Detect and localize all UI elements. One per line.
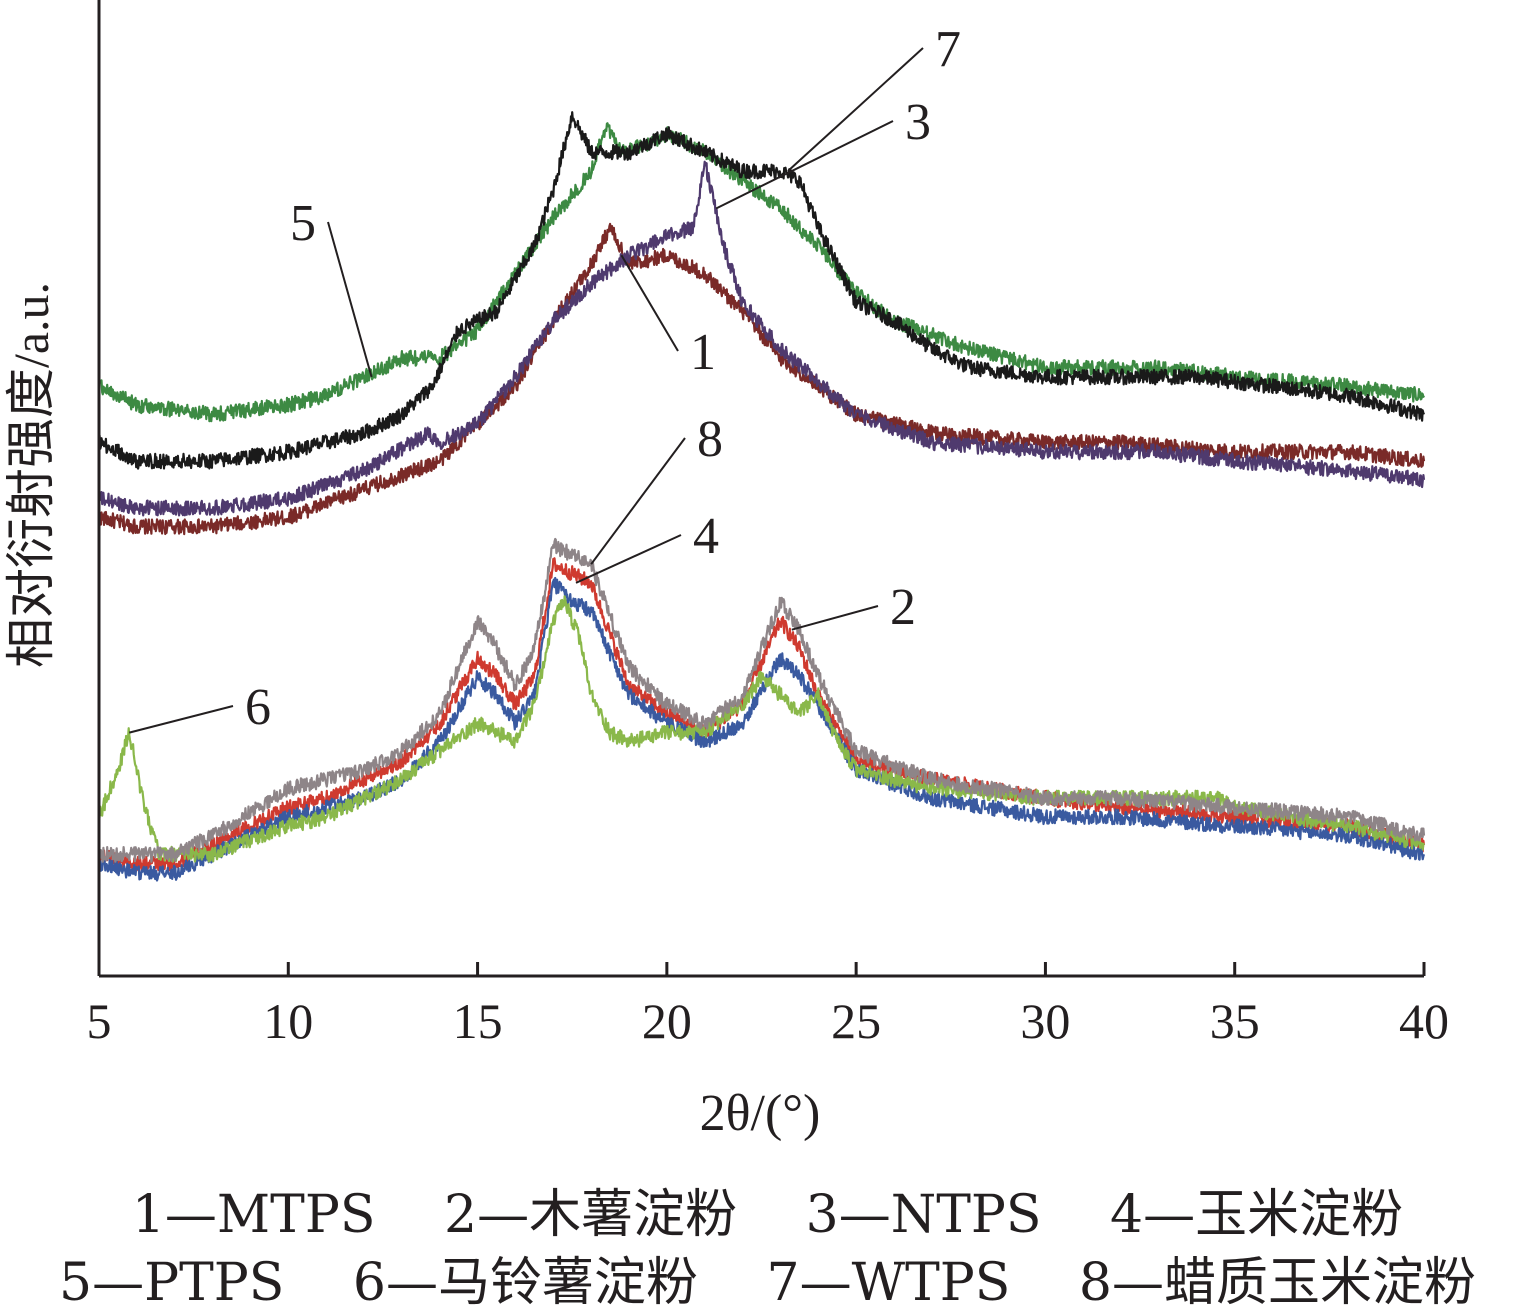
series-line-2 xyxy=(97,557,1426,872)
x-tick-label: 40 xyxy=(1399,993,1449,1049)
callout-layer: 1 2 3 4 5 6 7 8 xyxy=(129,21,961,736)
series-line-6 xyxy=(97,595,1425,863)
callout-line-4 xyxy=(575,534,682,584)
legend-item-6: 6—马铃薯淀粉 xyxy=(352,1253,698,1313)
legend-item-8: 8—蜡质玉米淀粉 xyxy=(1078,1253,1476,1313)
x-tick-label: 15 xyxy=(453,993,503,1049)
callout-label-7: 7 xyxy=(935,21,961,78)
callout-label-3: 3 xyxy=(905,94,931,151)
callout-line-6 xyxy=(129,705,234,734)
callout-line-8 xyxy=(590,437,686,565)
callout-line-5 xyxy=(327,221,373,378)
callout-line-7 xyxy=(787,47,924,172)
legend-row-1: 1—MTPS 2—木薯淀粉 3—NTPS 4—玉米淀粉 xyxy=(0,1172,1535,1247)
x-axis-label: 2θ/(°) xyxy=(700,1085,821,1142)
x-tick-label: 30 xyxy=(1020,993,1070,1049)
callout-label-2: 2 xyxy=(890,579,916,636)
series-layer xyxy=(97,111,1426,882)
callout-label-6: 6 xyxy=(245,679,271,736)
legend-item-1: 1—MTPS xyxy=(131,1185,376,1245)
callout-label-1: 1 xyxy=(690,324,716,381)
axes-layer xyxy=(97,0,1424,978)
legend-item-7: 7—WTPS xyxy=(766,1253,1011,1313)
x-tick-label: 20 xyxy=(642,993,692,1049)
legend-item-3: 3—NTPS xyxy=(805,1185,1042,1245)
series-line-4 xyxy=(97,576,1426,882)
legend-item-4: 4—玉米淀粉 xyxy=(1110,1185,1404,1245)
legend-item-5: 5—PTPS xyxy=(59,1253,285,1313)
x-tick-label: 10 xyxy=(263,993,313,1049)
callout-line-1 xyxy=(620,254,679,352)
legend-row-2: 5—PTPS 6—马铃薯淀粉 7—WTPS 8—蜡质玉米淀粉 xyxy=(0,1240,1535,1315)
callout-label-5: 5 xyxy=(290,195,316,252)
x-tick-label: 35 xyxy=(1210,993,1260,1049)
series-line-3 xyxy=(97,160,1426,517)
callout-label-8: 8 xyxy=(697,411,723,468)
callout-line-2 xyxy=(791,605,879,631)
callout-label-4: 4 xyxy=(693,508,719,565)
x-tick-label: 5 xyxy=(87,993,112,1049)
tick-layer: 5 10 15 20 25 30 35 40 xyxy=(87,962,1449,1049)
legend-item-2: 2—木薯淀粉 xyxy=(444,1185,738,1245)
y-axis-label: 相对衍射强度/a.u. xyxy=(3,282,59,668)
x-tick-label: 25 xyxy=(831,993,881,1049)
series-line-7 xyxy=(97,111,1426,470)
callout-line-3 xyxy=(715,120,894,210)
series-line-8 xyxy=(97,537,1426,863)
